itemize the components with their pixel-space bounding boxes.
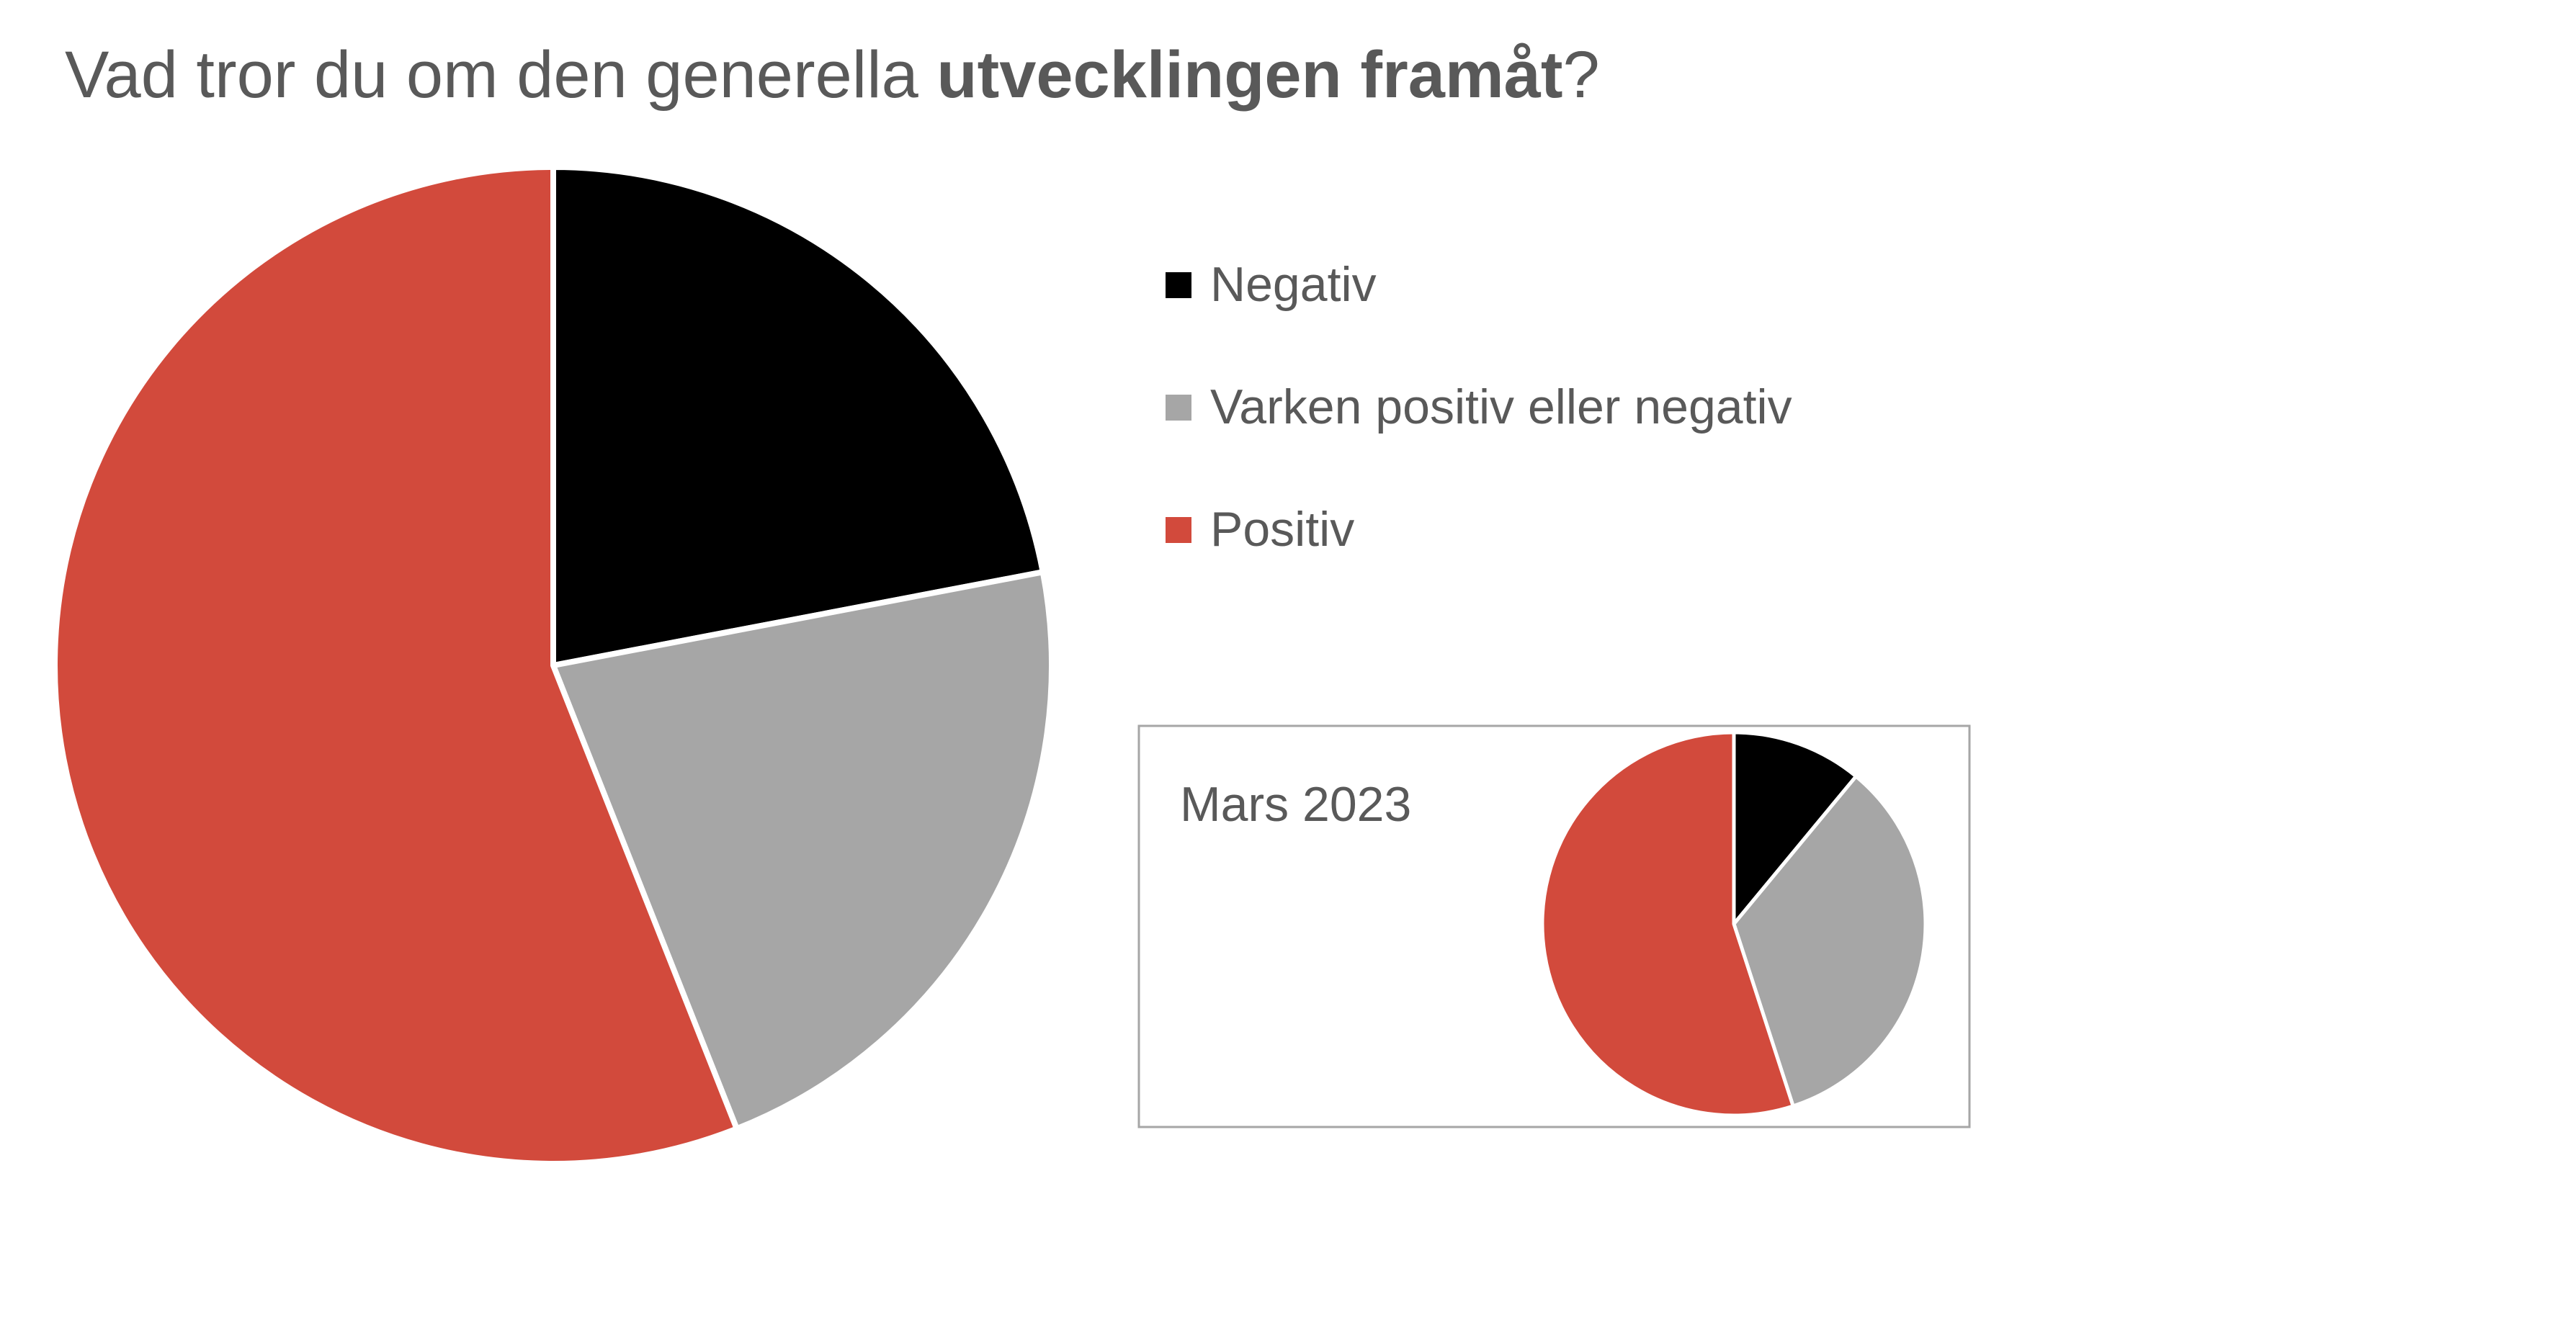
legend: Negativ Varken positiv eller negativ Pos…	[1166, 257, 1792, 557]
pie-slice-varken-positiv-eller-negativ	[1732, 774, 1928, 1108]
pie-slice-positiv	[1540, 730, 1795, 1118]
inset-pie	[1540, 730, 1928, 1118]
pie-slice-negativ	[1732, 730, 1859, 926]
pie-slice-negativ	[550, 164, 1046, 668]
legend-label-positiv: Positiv	[1210, 502, 1354, 557]
pie-slice-positiv	[52, 164, 740, 1167]
legend-label-varken: Varken positiv eller negativ	[1210, 380, 1792, 434]
main-pie	[52, 164, 1055, 1167]
legend-swatch-positiv	[1166, 517, 1191, 543]
legend-swatch-negativ	[1166, 272, 1191, 298]
pie-slice-varken-positiv-eller-negativ	[550, 569, 1055, 1132]
legend-label-negativ: Negativ	[1210, 257, 1377, 312]
chart-title: Vad tror du om den generella utvecklinge…	[65, 38, 1600, 112]
legend-swatch-varken	[1166, 395, 1191, 421]
inset-title: Mars 2023	[1180, 777, 1411, 832]
